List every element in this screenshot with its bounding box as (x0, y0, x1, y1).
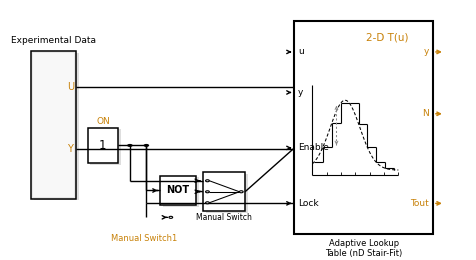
Bar (90, 129, 121, 165)
Bar (163, 177, 198, 207)
Bar (33, 53, 74, 198)
Text: Adaptive Lookup
Table (nD Stair-Fit): Adaptive Lookup Table (nD Stair-Fit) (325, 239, 402, 258)
Text: Manual Switch: Manual Switch (196, 213, 252, 222)
Bar (203, 172, 245, 211)
Text: Manual Switch1: Manual Switch1 (111, 233, 177, 243)
Circle shape (206, 191, 209, 193)
Text: y: y (424, 47, 429, 56)
Circle shape (127, 144, 133, 147)
Bar (31, 51, 76, 199)
Bar (88, 128, 118, 163)
Bar (34, 53, 79, 200)
Text: u: u (298, 47, 304, 56)
Text: Enable: Enable (298, 144, 329, 152)
Text: Tout: Tout (410, 199, 429, 208)
Text: Y: Y (67, 144, 73, 154)
Text: 2-D T(u): 2-D T(u) (366, 32, 408, 43)
Text: NOT: NOT (167, 185, 189, 196)
Text: Experimental Data: Experimental Data (11, 36, 96, 44)
Text: y: y (298, 88, 304, 97)
Bar (160, 176, 196, 205)
Text: N: N (423, 109, 429, 118)
Bar (206, 174, 248, 213)
Circle shape (206, 202, 209, 204)
Circle shape (169, 216, 173, 218)
Circle shape (206, 180, 209, 182)
Bar (294, 21, 433, 234)
Circle shape (144, 144, 149, 147)
Text: ON: ON (96, 117, 110, 126)
Text: 1: 1 (99, 139, 107, 152)
Text: U: U (67, 82, 74, 92)
Circle shape (239, 191, 243, 193)
Text: Lock: Lock (298, 199, 319, 208)
